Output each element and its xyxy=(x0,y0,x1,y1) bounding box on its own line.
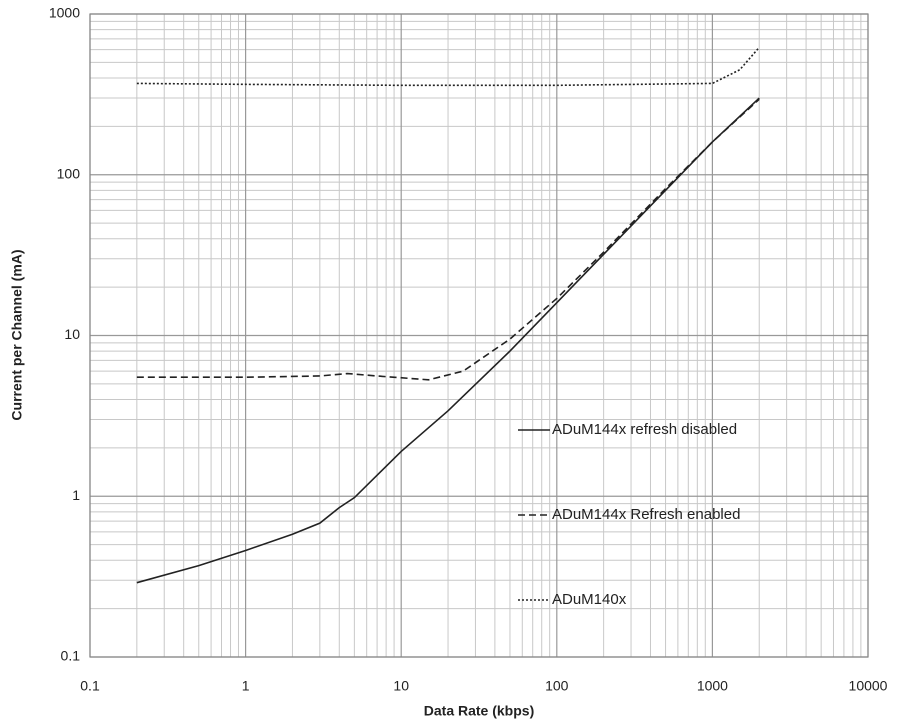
y-tick-label: 1000 xyxy=(49,5,80,21)
y-axis-title: Current per Channel (mA) xyxy=(9,249,25,420)
x-tick-label: 100 xyxy=(545,678,569,694)
line xyxy=(136,97,760,584)
legend-label: ADuM140x xyxy=(552,591,627,608)
x-tick-label: 10000 xyxy=(849,678,888,694)
x-tick-label: 10 xyxy=(393,678,409,694)
x-tick-label: 1000 xyxy=(697,678,728,694)
x-tick-label: 1 xyxy=(242,678,250,694)
x-tick-label: 0.1 xyxy=(80,678,100,694)
y-tick-label: 10 xyxy=(64,326,80,342)
y-tick-label: 1 xyxy=(72,487,80,503)
y-tick-label: 0.1 xyxy=(61,648,81,664)
line xyxy=(136,46,760,87)
legend-label: ADuM144x refresh disabled xyxy=(552,421,737,438)
x-axis-title: Data Rate (kbps) xyxy=(424,703,534,719)
y-tick-label: 100 xyxy=(57,165,81,181)
plot-border xyxy=(89,13,869,658)
legend-label: ADuM144x Refresh enabled xyxy=(552,506,740,523)
